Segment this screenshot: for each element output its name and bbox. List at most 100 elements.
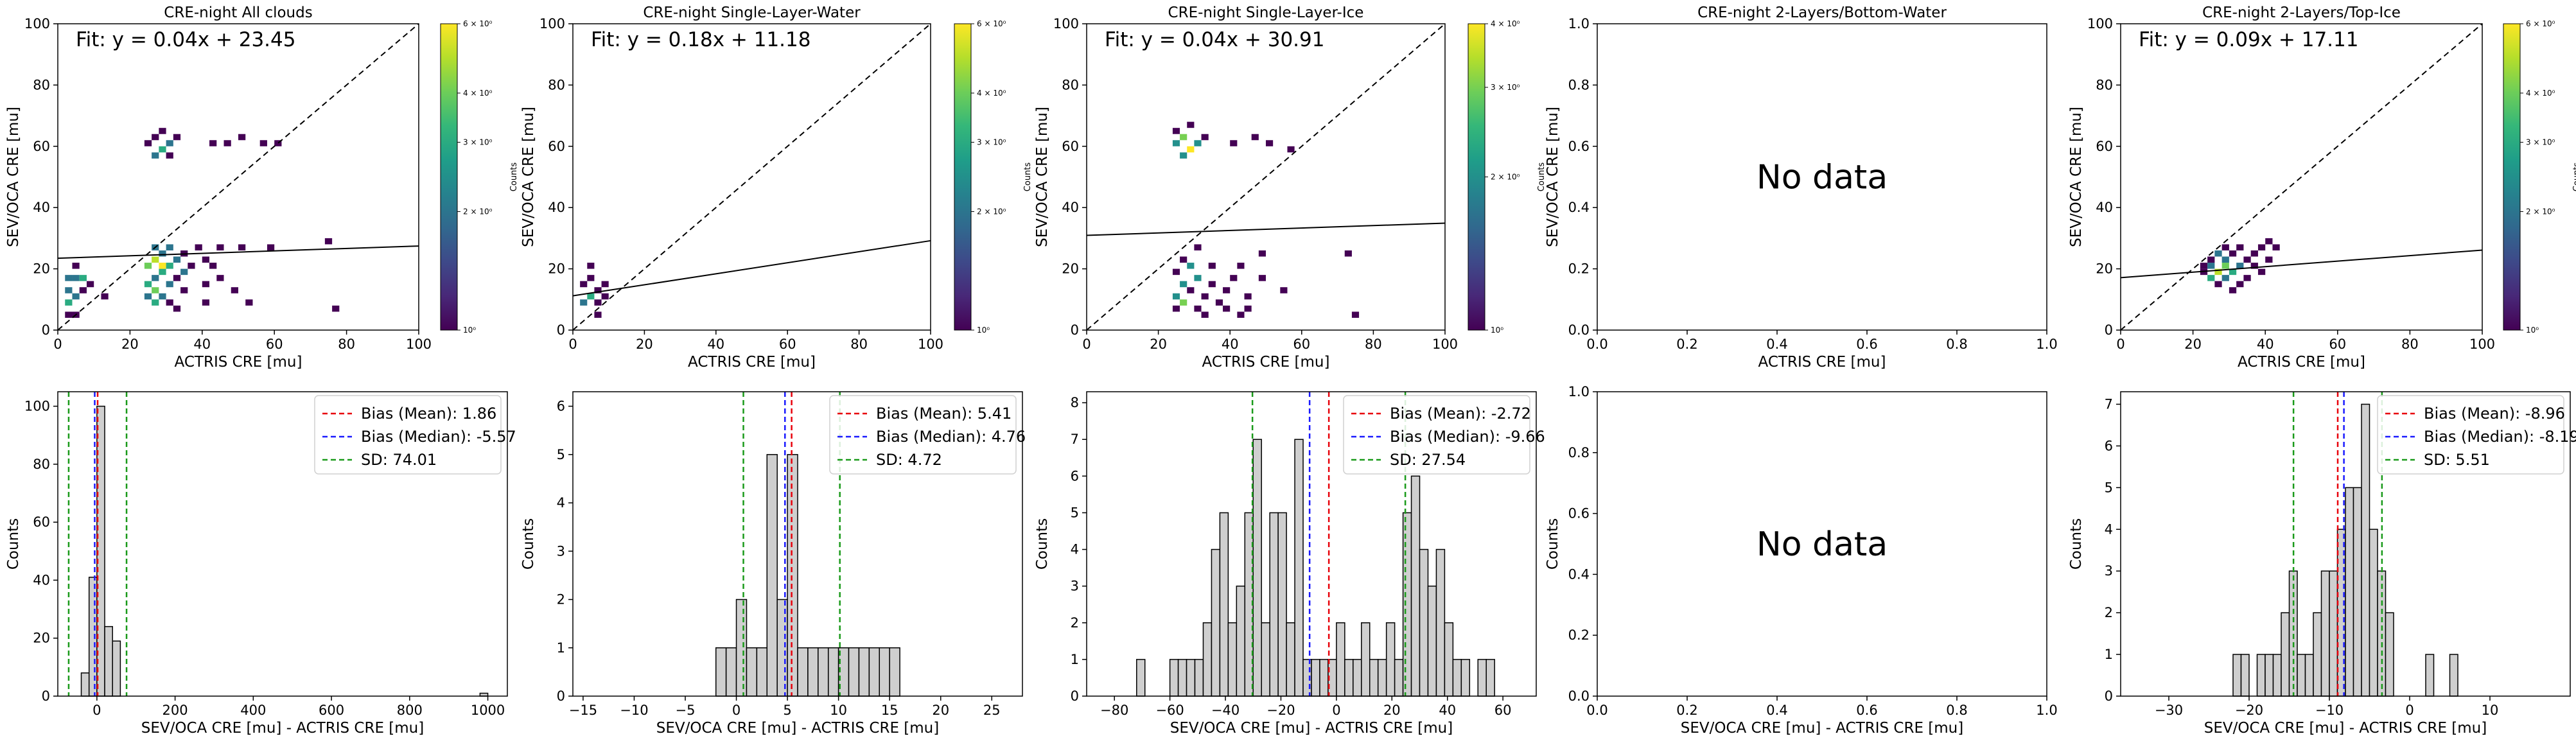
- density-cell: [166, 281, 173, 288]
- histogram-bar: [776, 599, 788, 697]
- colorbar-tick-label: 3 × 10⁰: [2526, 138, 2555, 147]
- histogram-bar: [1452, 659, 1462, 697]
- x-tick-label: 40: [1439, 703, 1456, 718]
- x-tick-label: 0.8: [1946, 337, 1967, 352]
- histogram-bar: [1344, 659, 1354, 697]
- density-cell: [2229, 250, 2237, 257]
- density-cell: [1230, 140, 1238, 146]
- histogram-bar: [1311, 659, 1320, 697]
- density-cell: [188, 263, 195, 269]
- colorbar-tick-label: 10⁰: [2526, 326, 2539, 335]
- density-cell: [1201, 311, 1209, 318]
- density-cell: [274, 140, 282, 146]
- x-tick-label: 800: [397, 703, 423, 718]
- y-tick-label: 0.4: [1568, 566, 1590, 582]
- x-tick-label: 0.4: [1766, 337, 1787, 352]
- density-cell: [65, 311, 73, 318]
- histogram-bar: [889, 647, 900, 697]
- histogram-bar: [807, 647, 819, 697]
- one-to-one-line: [2120, 23, 2483, 331]
- density-cell: [2214, 281, 2222, 288]
- y-tick-label: 3: [557, 543, 565, 559]
- density-cell: [1194, 305, 1202, 312]
- density-cell: [1194, 275, 1202, 281]
- density-cell: [216, 244, 224, 250]
- density-cell: [65, 287, 73, 293]
- histogram-bar: [1369, 659, 1379, 697]
- density-cell: [594, 287, 602, 293]
- density-cell: [79, 287, 87, 293]
- histogram-bar: [787, 454, 798, 697]
- x-tick-label: 20: [1383, 703, 1401, 718]
- x-axis-label: ACTRIS CRE [mu]: [2238, 354, 2365, 371]
- fit-label: Fit: y = 0.04x + 30.91: [1105, 28, 1324, 51]
- histogram-bar: [1236, 585, 1246, 697]
- x-axis-label: SEV/OCA CRE [mu] - ACTRIS CRE [mu]: [656, 720, 939, 737]
- y-tick-label: 0.4: [1568, 200, 1590, 215]
- density-cell: [2236, 263, 2244, 269]
- density-cell: [2265, 238, 2273, 245]
- density-cell: [1223, 305, 1231, 312]
- histogram-bar: [2265, 654, 2274, 697]
- density-cell: [1194, 244, 1202, 250]
- y-tick-label: 40: [1062, 200, 1079, 215]
- y-tick-label: 20: [2096, 261, 2113, 277]
- y-tick-label: 100: [2087, 16, 2113, 31]
- density-cell: [1208, 263, 1216, 269]
- axes-frame: [1597, 23, 2047, 331]
- density-cell: [152, 152, 159, 159]
- density-cell: [202, 256, 210, 263]
- colorbar-tick-label: 3 × 10⁰: [977, 138, 1006, 147]
- density-cell: [1172, 128, 1180, 134]
- histogram-panel: 0.0 0.2 0.4 0.6 0.8 1.0 0.0 0.2 0.4 0.6 0.8 1.0 SEV/…: [1545, 384, 2058, 737]
- density-cell: [324, 238, 333, 245]
- density-cell: [202, 299, 210, 306]
- density-cell: [2243, 256, 2251, 263]
- x-tick-label: 20: [932, 703, 949, 718]
- histogram-bar: [2345, 487, 2354, 697]
- x-tick-label: 100: [406, 337, 432, 352]
- colorbar-tick-label: 4 × 10⁰: [463, 89, 493, 98]
- panel-title: CRE-night Single-Layer-Ice: [1168, 4, 1364, 21]
- density-cell: [144, 140, 152, 146]
- density-cell: [180, 287, 188, 293]
- colorbar-tick-label: 3 × 10⁰: [1491, 83, 1520, 92]
- x-tick-label: 20: [1150, 337, 1167, 352]
- density-cell: [1237, 311, 1245, 318]
- x-tick-label: 0: [1082, 337, 1091, 352]
- x-tick-label: 1.0: [2036, 703, 2057, 718]
- histogram-bar: [879, 647, 890, 697]
- histogram-bar: [2369, 529, 2378, 697]
- x-axis-label: ACTRIS CRE [mu]: [175, 354, 302, 371]
- x-tick-label: 600: [319, 703, 344, 718]
- histogram-bar: [2320, 570, 2330, 697]
- histogram-bar: [1286, 622, 1295, 697]
- one-to-one-line: [572, 23, 931, 331]
- density-cell: [65, 275, 73, 281]
- x-tick-label: 60: [779, 337, 796, 352]
- density-cell: [2250, 250, 2258, 257]
- x-tick-label: 80: [338, 337, 355, 352]
- fit-line: [1086, 222, 1446, 236]
- density-cell: [587, 263, 595, 269]
- density-cell: [1237, 263, 1245, 269]
- density-cell: [159, 146, 166, 153]
- scatter-density-panel: CRE-night 2-Layers/Bottom-Water 0.0 0.2 0.4…: [1545, 4, 2058, 371]
- x-tick-label: 60: [1494, 703, 1512, 718]
- colorbar-tick-label: 4 × 10⁰: [2526, 89, 2555, 98]
- axes-frame: [57, 391, 508, 697]
- y-tick-label: 20: [1062, 261, 1079, 277]
- density-cell: [1351, 311, 1360, 318]
- density-cell: [173, 305, 181, 312]
- y-tick-label: 80: [33, 77, 50, 92]
- fit-line: [2120, 249, 2483, 279]
- density-cell: [173, 256, 181, 263]
- histogram-panel: 0 200 400 600 800 1000 0 20 40 60 80 100 SEV/OCA CRE…: [5, 391, 516, 737]
- x-tick-label: −40: [1211, 703, 1240, 718]
- histogram-bar: [2353, 487, 2362, 697]
- y-axis-label: SEV/OCA CRE [mu]: [1545, 107, 1561, 247]
- colorbar-tick-label: 2 × 10⁰: [1491, 173, 1520, 182]
- axes-frame: [1086, 23, 1446, 331]
- x-tick-label: 400: [240, 703, 266, 718]
- x-tick-label: 0: [1332, 703, 1340, 718]
